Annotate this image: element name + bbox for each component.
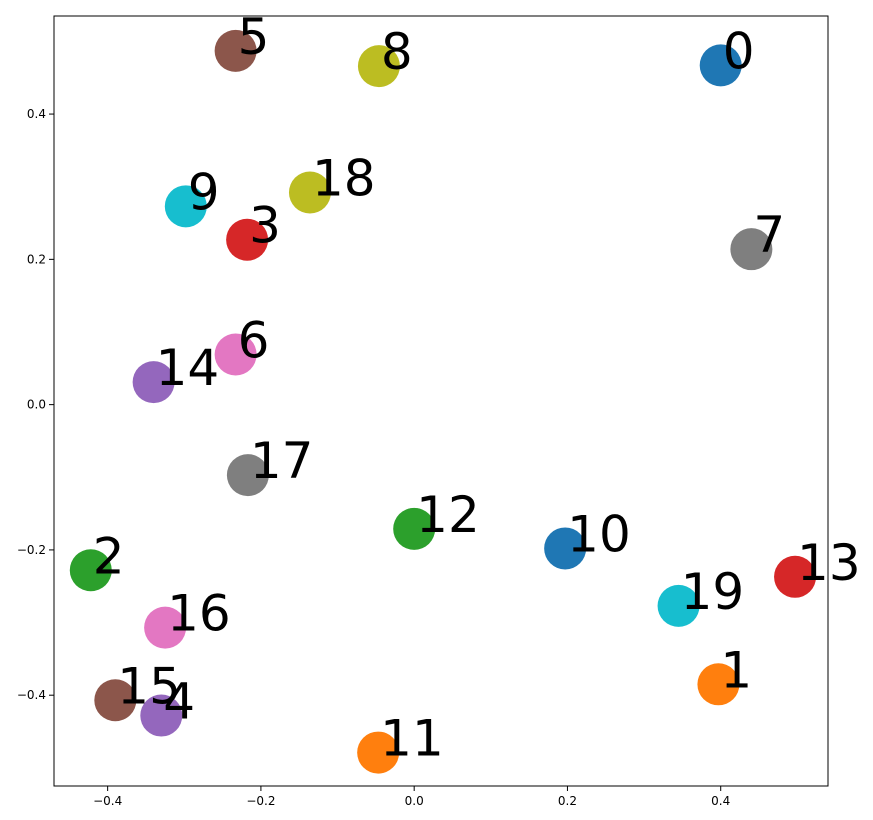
y-tick-label: 0.0 [27, 398, 46, 412]
point-label-2: 2 [93, 527, 125, 585]
point-label-0: 0 [723, 22, 755, 80]
point-marker-12 [393, 507, 436, 550]
point-label-1: 1 [720, 641, 752, 699]
x-tick-label: 0.4 [711, 794, 730, 808]
point-marker-18 [288, 171, 331, 214]
point-marker-14 [132, 361, 175, 404]
point-marker-17 [226, 454, 269, 497]
point-marker-10 [544, 527, 587, 570]
point-label-3: 3 [249, 197, 281, 255]
point-label-15: 15 [117, 657, 181, 715]
point-marker-7 [730, 228, 773, 271]
x-tick-label: 0.0 [405, 794, 424, 808]
y-tick-label: 0.4 [27, 107, 46, 121]
point-marker-8 [357, 45, 400, 88]
point-label-4: 4 [163, 673, 195, 731]
point-marker-13 [774, 555, 817, 598]
point-marker-4 [140, 694, 183, 737]
point-label-16: 16 [167, 585, 231, 643]
point-marker-11 [357, 731, 400, 774]
y-axis: −0.4 −0.2 0.0 0.2 0.4 [17, 107, 54, 702]
y-tick-label: 0.2 [27, 252, 46, 266]
point-marker-19 [657, 584, 700, 627]
point-label-17: 17 [250, 432, 314, 490]
point-label-14: 14 [156, 339, 220, 397]
point-label-19: 19 [681, 563, 745, 621]
point-marker-0 [699, 44, 742, 87]
y-tick-label: −0.4 [17, 688, 46, 702]
point-label-10: 10 [567, 505, 631, 563]
point-marker-3 [226, 218, 269, 261]
point-label-12: 12 [416, 486, 480, 544]
point-label-18: 18 [312, 150, 376, 208]
point-marker-15 [94, 679, 137, 722]
point-marker-16 [144, 606, 187, 649]
point-label-6: 6 [238, 312, 270, 370]
x-tick-label: −0.4 [93, 794, 122, 808]
x-tick-label: 0.2 [558, 794, 577, 808]
point-label-11: 11 [380, 710, 444, 768]
point-label-8: 8 [381, 23, 413, 81]
point-marker-1 [697, 663, 740, 706]
axes-frame [53, 15, 829, 787]
y-tick-label: −0.2 [17, 543, 46, 557]
x-tick-label: −0.2 [246, 794, 275, 808]
point-label-7: 7 [753, 206, 785, 264]
point-label-9: 9 [188, 163, 220, 221]
point-marker-6 [214, 333, 257, 376]
points-layer [69, 29, 817, 774]
point-marker-5 [214, 29, 257, 72]
point-label-13: 13 [797, 534, 861, 592]
point-label-5: 5 [238, 8, 270, 66]
point-marker-9 [164, 185, 207, 228]
point-marker-2 [69, 549, 112, 592]
x-axis: −0.4 −0.2 0.0 0.2 0.4 [93, 786, 730, 808]
